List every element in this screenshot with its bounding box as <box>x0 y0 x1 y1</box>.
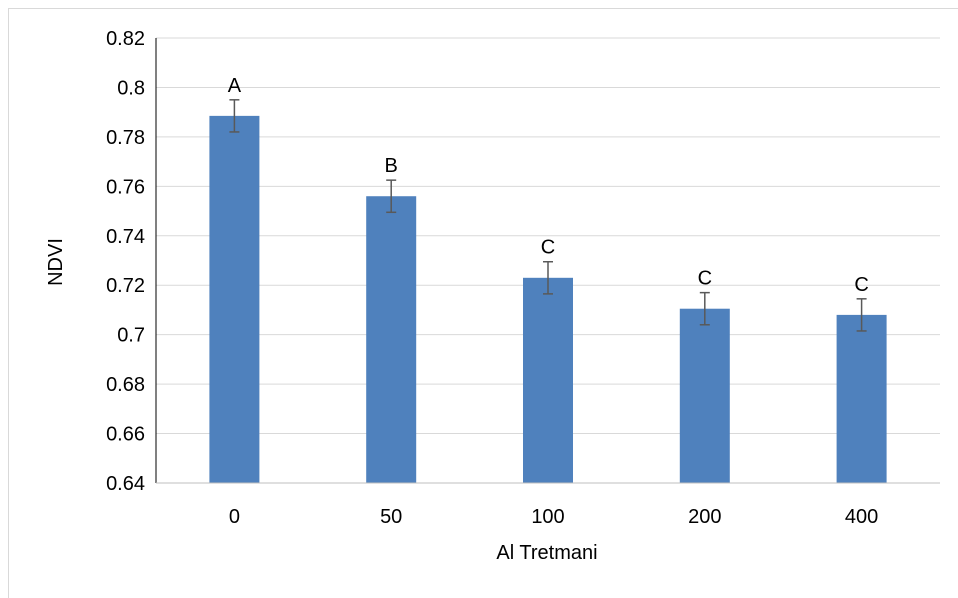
bar-significance-label: A <box>228 75 242 97</box>
bar-significance-label: B <box>385 155 398 177</box>
y-tick-label: 0.8 <box>117 77 145 99</box>
y-tick-label: 0.7 <box>117 325 145 347</box>
bar <box>679 308 730 483</box>
y-tick-label: 0.72 <box>106 275 145 297</box>
error-bars <box>229 99 867 332</box>
x-tick-label: 0 <box>229 506 240 528</box>
y-tick-label: 0.76 <box>106 176 145 198</box>
bar-significance-label: C <box>854 274 868 296</box>
bar-significance-labels: A B C C C <box>228 75 869 296</box>
bar-significance-label: C <box>541 237 555 259</box>
y-axis-title: NDVI <box>45 238 67 286</box>
bar <box>836 314 887 483</box>
x-tick-label: 50 <box>380 506 402 528</box>
x-tick-labels: 0 50 100 200 400 <box>229 506 878 528</box>
y-tick-label: 0.78 <box>106 127 145 149</box>
y-tick-label: 0.74 <box>106 226 145 248</box>
axes <box>155 38 940 484</box>
x-tick-label: 400 <box>845 506 878 528</box>
y-tick-labels: 0.64 0.66 0.68 0.7 0.72 0.74 0.76 0.78 0.8 0.82 <box>106 28 145 495</box>
bar <box>366 196 417 483</box>
x-tick-label: 200 <box>688 506 721 528</box>
y-tick-label: 0.64 <box>106 473 145 495</box>
x-tick-label: 100 <box>531 506 564 528</box>
x-axis-title: Al Tretmani <box>496 542 597 564</box>
bar <box>209 115 260 483</box>
bars <box>209 115 887 483</box>
y-tick-label: 0.68 <box>106 374 145 396</box>
y-tick-label: 0.82 <box>106 28 145 50</box>
chart-frame <box>8 8 958 598</box>
bar <box>523 277 573 483</box>
y-tick-label: 0.66 <box>106 424 145 446</box>
bar-significance-label: C <box>698 268 712 290</box>
